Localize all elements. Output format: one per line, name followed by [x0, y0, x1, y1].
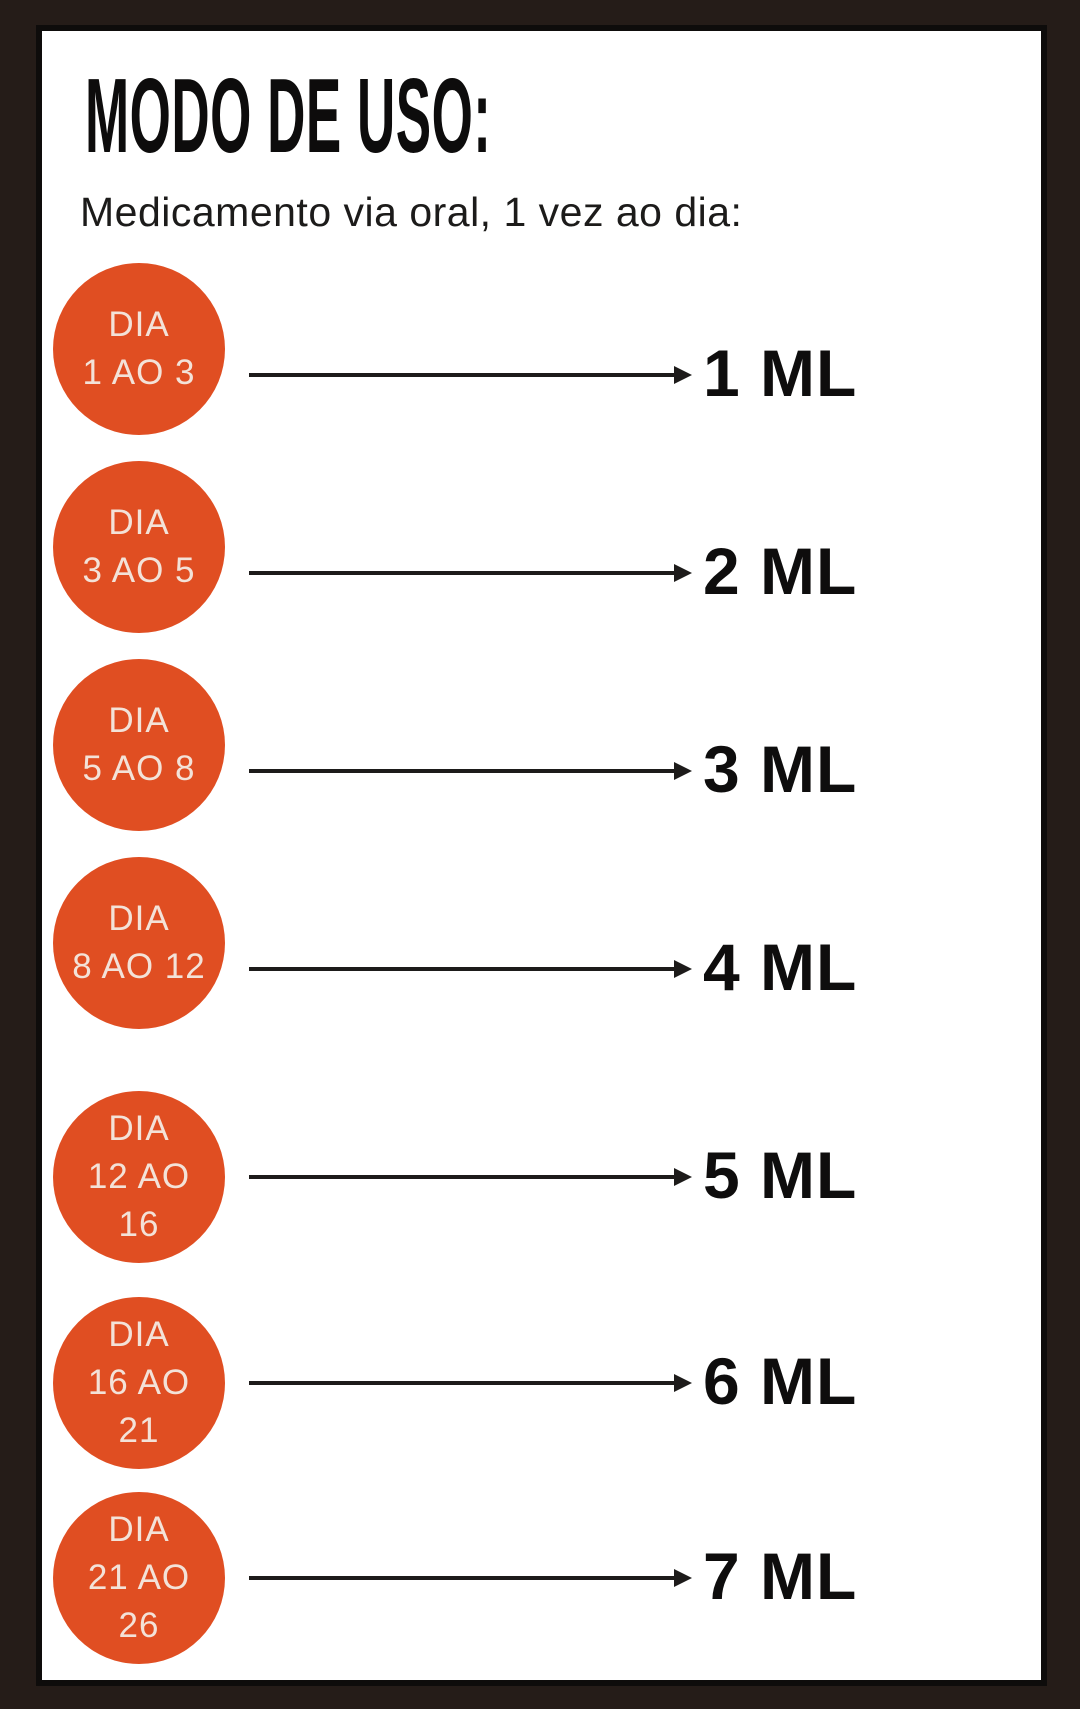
- dose-label: 5 ML: [703, 1138, 858, 1212]
- dose-label: 4 ML: [703, 930, 858, 1004]
- day-range-label: DIA 1 AO 3: [82, 304, 196, 392]
- arrow-right-icon: [249, 366, 692, 384]
- day-range-badge: DIA 5 AO 8: [53, 659, 225, 831]
- arrow-right-icon: [249, 762, 692, 780]
- dose-label: 7 ML: [703, 1539, 858, 1613]
- arrow-right-icon: [249, 1374, 692, 1392]
- day-range-label: DIA 5 AO 8: [82, 700, 196, 788]
- panel-content: MODO DE USO: Medicamento via oral, 1 vez…: [42, 31, 1041, 1680]
- day-range-badge: DIA 21 AO 26: [53, 1492, 225, 1664]
- page-title: MODO DE USO:: [85, 57, 492, 175]
- dose-label: 3 ML: [703, 732, 858, 806]
- day-range-label: DIA 3 AO 5: [82, 502, 196, 590]
- day-range-label: DIA 12 AO 16: [87, 1108, 191, 1245]
- day-range-badge: DIA 16 AO 21: [53, 1297, 225, 1469]
- page-subtitle: Medicamento via oral, 1 vez ao dia:: [80, 189, 743, 235]
- arrow-right-icon: [249, 1569, 692, 1587]
- arrow-right-icon: [249, 564, 692, 582]
- day-range-badge: DIA 3 AO 5: [53, 461, 225, 633]
- dose-label: 2 ML: [703, 534, 858, 608]
- arrow-right-icon: [249, 1168, 692, 1186]
- infographic-panel: MODO DE USO: Medicamento via oral, 1 vez…: [36, 25, 1047, 1686]
- day-range-label: DIA 8 AO 12: [72, 898, 206, 986]
- dose-label: 1 ML: [703, 336, 858, 410]
- day-range-label: DIA 21 AO 26: [87, 1509, 191, 1646]
- day-range-badge: DIA 12 AO 16: [53, 1091, 225, 1263]
- day-range-badge: DIA 1 AO 3: [53, 263, 225, 435]
- arrow-right-icon: [249, 960, 692, 978]
- day-range-label: DIA 16 AO 21: [87, 1314, 191, 1451]
- day-range-badge: DIA 8 AO 12: [53, 857, 225, 1029]
- dose-label: 6 ML: [703, 1344, 858, 1418]
